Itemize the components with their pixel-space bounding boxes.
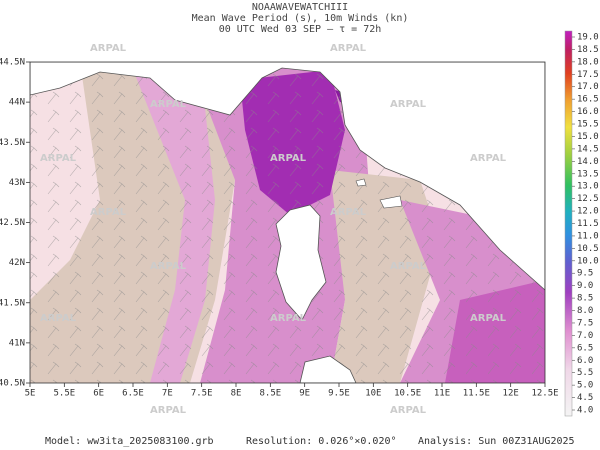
- lat-label: 44.5N: [0, 58, 25, 68]
- watermark: ARPAL: [390, 99, 427, 110]
- analysis: Analysis: Sun 00Z31AUG2025: [418, 436, 575, 447]
- colorbar-label: 15.5: [577, 120, 599, 130]
- watermark: ARPAL: [470, 153, 507, 164]
- lat-label: 40.5N: [0, 379, 25, 389]
- colorbar-label: 13.0: [577, 182, 599, 192]
- lon-label: 5.5E: [53, 389, 75, 399]
- colorbar-label: 16.0: [577, 107, 599, 117]
- colorbar-label: 7.0: [577, 331, 593, 341]
- watermark: ARPAL: [330, 43, 367, 54]
- colorbar-label: 5.5: [577, 368, 593, 378]
- map-field: [30, 62, 545, 383]
- colorbar-label: 10.0: [577, 256, 599, 266]
- colorbar-label: 18.5: [577, 45, 599, 55]
- colorbar-label: 6.0: [577, 356, 593, 366]
- lon-label: 9.5E: [328, 389, 350, 399]
- colorbar-label: 19.0: [577, 33, 599, 43]
- lon-label: 7.5E: [191, 389, 213, 399]
- resolution: Resolution: 0.026°×0.020°: [246, 436, 397, 447]
- colorbar-label: 5.0: [577, 381, 593, 391]
- lat-label: 42N: [9, 258, 25, 268]
- watermark: ARPAL: [150, 99, 187, 110]
- colorbar-label: 11.5: [577, 219, 599, 229]
- colorbar-label: 7.5: [577, 318, 593, 328]
- colorbar-label: 11.0: [577, 231, 599, 241]
- lon-label: 7E: [162, 389, 173, 399]
- colorbar-label: 17.0: [577, 82, 599, 92]
- colorbar-label: 14.0: [577, 157, 599, 167]
- colorbar-label: 13.5: [577, 169, 599, 179]
- lat-label: 41.5N: [0, 298, 25, 308]
- colorbar-label: 10.5: [577, 244, 599, 254]
- colorbar-label: 9.0: [577, 281, 593, 291]
- lon-label: 6.5E: [122, 389, 144, 399]
- watermark: ARPAL: [330, 207, 367, 218]
- colorbar-label: 16.5: [577, 95, 599, 105]
- watermark: ARPAL: [270, 313, 307, 324]
- watermark: ARPAL: [390, 405, 427, 416]
- colorbar-label: 4.0: [577, 406, 593, 416]
- watermark: ARPAL: [90, 207, 127, 218]
- colorbar-label: 4.5: [577, 393, 593, 403]
- lon-label: 10E: [365, 389, 381, 399]
- colorbar-label: 6.5: [577, 343, 593, 353]
- lon-label: 8E: [231, 389, 242, 399]
- lon-label: 11.5E: [463, 389, 490, 399]
- lat-label: 43N: [9, 178, 25, 188]
- lon-label: 12.5E: [531, 389, 558, 399]
- lon-label: 9E: [299, 389, 310, 399]
- colorbar-label: 8.0: [577, 306, 593, 316]
- lon-label: 11E: [434, 389, 450, 399]
- lat-label: 44N: [9, 98, 25, 108]
- watermark: ARPAL: [150, 405, 187, 416]
- colorbar: [564, 30, 573, 417]
- field-title: Mean Wave Period (s), 10m Winds (kn): [192, 13, 409, 24]
- watermark: ARPAL: [470, 313, 507, 324]
- lon-label: 10.5E: [394, 389, 421, 399]
- lat-label: 41N: [9, 338, 25, 348]
- colorbar-label: 8.5: [577, 294, 593, 304]
- lon-label: 12E: [503, 389, 519, 399]
- watermark: ARPAL: [270, 153, 307, 164]
- watermark: ARPAL: [390, 261, 427, 272]
- lon-label: 8.5E: [259, 389, 281, 399]
- colorbar-label: 12.5: [577, 194, 599, 204]
- lat-label: 43.5N: [0, 138, 25, 148]
- watermark: ARPAL: [90, 43, 127, 54]
- lon-label: 6E: [93, 389, 104, 399]
- colorbar-label: 9.5: [577, 269, 593, 279]
- model-file: Model: ww3ita_2025083100.grb: [45, 436, 214, 447]
- colorbar-label: 18.0: [577, 57, 599, 67]
- model-name: NOAAWAVEWATCHIII: [252, 2, 348, 13]
- colorbar-label: 15.0: [577, 132, 599, 142]
- watermark: ARPAL: [150, 261, 187, 272]
- lat-label: 42.5N: [0, 218, 25, 228]
- colorbar-label: 12.0: [577, 207, 599, 217]
- colorbar-label: 17.5: [577, 70, 599, 80]
- lon-label: 5E: [25, 389, 36, 399]
- watermark: ARPAL: [40, 313, 77, 324]
- time-title: 00 UTC Wed 03 SEP – τ = 72h: [219, 24, 382, 35]
- watermark: ARPAL: [40, 153, 77, 164]
- colorbar-label: 14.5: [577, 144, 599, 154]
